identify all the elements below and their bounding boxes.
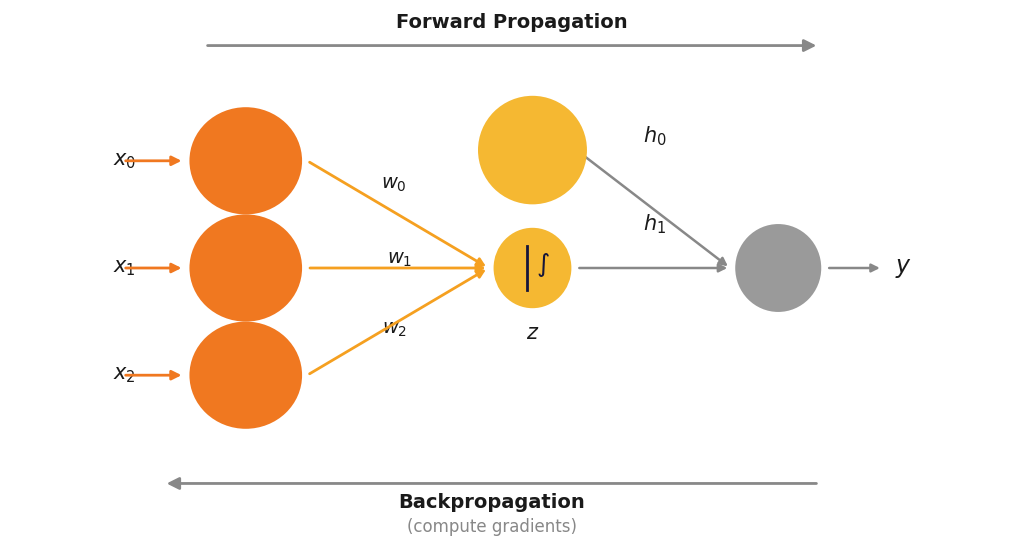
Ellipse shape — [494, 228, 571, 308]
Text: $y$: $y$ — [895, 257, 911, 279]
Text: $w_{0}$: $w_{0}$ — [381, 176, 408, 194]
Text: $x_{1}$: $x_{1}$ — [113, 258, 135, 278]
Text: $w_{2}$: $w_{2}$ — [382, 321, 407, 339]
Ellipse shape — [735, 224, 821, 312]
Text: $x_{2}$: $x_{2}$ — [113, 366, 135, 385]
Ellipse shape — [478, 96, 587, 204]
Text: $w_{1}$: $w_{1}$ — [387, 251, 412, 269]
Text: Forward Propagation: Forward Propagation — [396, 13, 628, 32]
Text: (compute gradients): (compute gradients) — [407, 518, 577, 536]
Ellipse shape — [189, 322, 302, 429]
Text: $h_{1}$: $h_{1}$ — [643, 212, 667, 236]
Text: $x_{0}$: $x_{0}$ — [113, 151, 136, 170]
Text: $\int$: $\int$ — [536, 251, 550, 279]
Ellipse shape — [189, 214, 302, 322]
Ellipse shape — [189, 107, 302, 214]
Text: $h_{0}$: $h_{0}$ — [643, 125, 667, 148]
Text: Backpropagation: Backpropagation — [398, 493, 585, 512]
Text: $z$: $z$ — [525, 324, 540, 343]
